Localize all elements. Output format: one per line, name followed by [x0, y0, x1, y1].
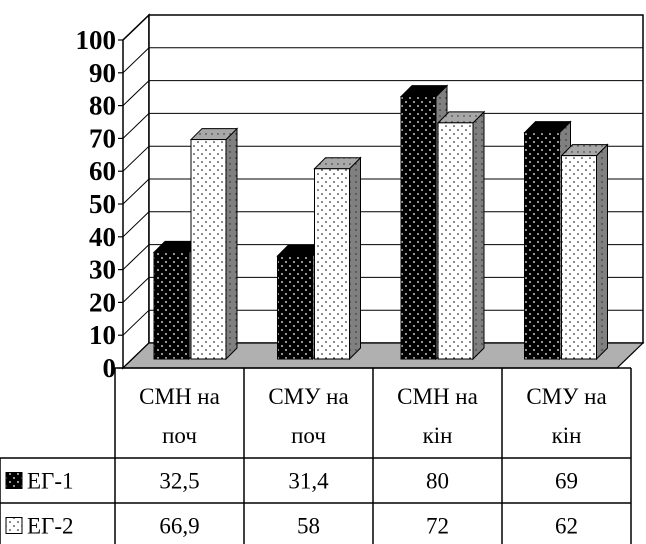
bar-front: [190, 139, 227, 360]
bar-2-1: [189, 127, 239, 361]
category-label: СМН на: [139, 384, 220, 409]
bar-side: [349, 156, 361, 361]
data-label: 80: [426, 469, 449, 494]
data-label: 66,9: [159, 514, 199, 539]
bar-front: [153, 251, 190, 360]
data-label: 58: [297, 514, 320, 539]
y-tick-label: 0: [103, 353, 117, 383]
y-tick-label: 40: [89, 222, 116, 252]
category-label: кін: [552, 423, 582, 448]
y-tick-label: 20: [89, 287, 116, 317]
category-label: кін: [423, 423, 453, 448]
bar-2-2: [313, 156, 362, 361]
bar-front: [277, 255, 313, 360]
category-label: поч: [291, 423, 326, 448]
bar-2-3: [436, 110, 486, 361]
bar-2-4: [560, 143, 609, 361]
data-label: 31,4: [288, 469, 329, 494]
y-tick-label: 50: [89, 189, 116, 219]
data-label: 32,5: [159, 469, 199, 494]
bar-side: [596, 143, 608, 361]
y-tick-label: 90: [89, 58, 116, 88]
legend-key-2: [5, 517, 23, 534]
category-label: СМН на: [397, 384, 478, 409]
bar-front: [524, 132, 560, 360]
data-label: 62: [555, 514, 578, 539]
bar-front: [561, 155, 597, 360]
gridline: [122, 47, 643, 74]
gridline: [122, 80, 643, 106]
series-name: ЕГ-1: [27, 469, 74, 494]
bar-front: [314, 168, 350, 360]
bar-front: [400, 96, 437, 360]
bars: [152, 84, 609, 361]
data-label: 69: [555, 469, 578, 494]
y-tick-label: 70: [89, 123, 116, 153]
y-tick-label: 100: [76, 25, 117, 55]
bar-side: [225, 127, 238, 361]
bar-side: [472, 110, 485, 361]
gridline: [122, 14, 643, 41]
y-tick-label: 10: [89, 320, 116, 350]
bar-front: [437, 122, 474, 360]
series-name: ЕГ-2: [27, 514, 74, 539]
category-label: СМУ на: [526, 384, 606, 409]
y-tick-label: 60: [89, 156, 116, 186]
category-label: СМУ на: [268, 384, 348, 409]
data-table: СМН на поч СМУ на поч СМН на кін СМУ на кін ЕГ-1…: [0, 367, 632, 544]
legend-key-1: [5, 472, 23, 489]
data-label: 72: [426, 514, 449, 539]
category-label: поч: [162, 423, 197, 448]
y-tick-label: 30: [89, 255, 116, 285]
y-tick-label: 80: [89, 91, 116, 121]
